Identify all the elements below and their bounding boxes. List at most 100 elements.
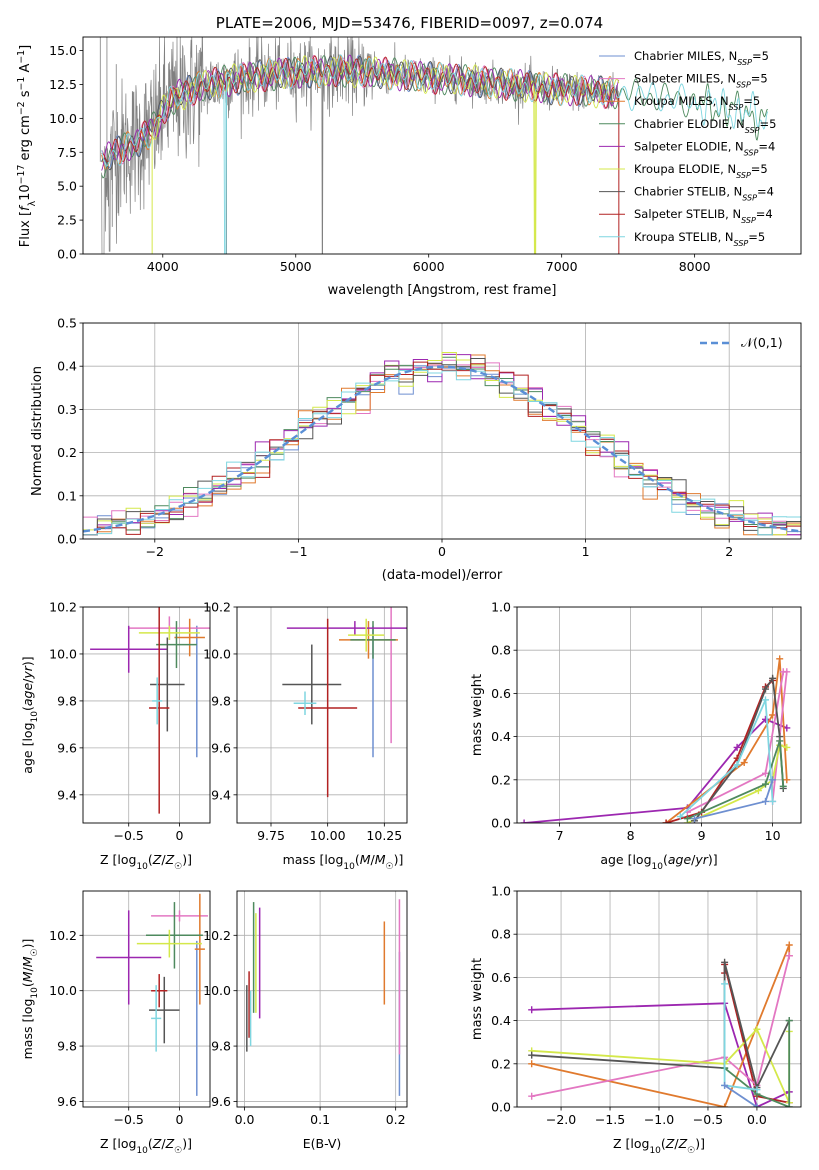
y-tick-label: 10.0 [49,111,77,126]
y-tick-label: 0.0 [57,532,77,547]
y-axis-label: mass [log10(M/M☉)] [20,939,40,1060]
weight-marker [753,1025,761,1033]
weight-series-9 [721,1081,761,1107]
spectrum-model-6 [151,55,620,254]
weight-line [531,955,791,1098]
y-tick-label: 0.0 [491,1100,511,1115]
errorbar-point-2 [151,910,208,922]
axes-frame [516,890,802,1108]
weight-marker [785,1103,793,1107]
y-tick-label: 0.1 [57,488,77,503]
errorbar-point-9 [293,691,317,715]
x-tick-label: 10.25 [366,828,402,843]
spectrum-model-9 [101,54,769,254]
figure-title: PLATE=2006, MJD=53476, FIBERID=0097, z=0… [216,14,603,32]
x-tick-label: 10.00 [310,828,346,843]
y-tick-label: 10.0 [203,983,231,998]
errorbar-point-9 [152,677,163,725]
weight-marker [762,797,769,805]
y-tick-label: 0.4 [491,1013,511,1028]
panel-weight-vs-Z: −2.0 −1.5 −1.0 −0.5 0.0 0.0 0.2 0.4 0.6 0.8 1.0 mas… [470,884,802,1156]
x-tick-label: 9.75 [257,828,285,843]
axes-frame [82,890,211,1108]
weight-marker [769,797,777,805]
x-axis-label: age [log10(age/yr)] [600,852,717,872]
weight-marker [662,819,670,823]
errorbar-point-9 [151,985,162,1052]
weight-marker [528,1060,536,1068]
weight-marker [754,787,762,795]
axes-frame [82,606,211,824]
weight-marker [520,819,528,823]
x-tick-label: −0.5 [114,828,144,843]
y-tick-label: 9.6 [211,740,231,755]
y-tick-label: 5.0 [57,179,77,194]
legend-label-1: Chabrier MILES, NSSP=5 [634,49,769,67]
y-tick-label: 0.5 [57,316,77,331]
y-tick-label: 9.8 [211,693,231,708]
y-tick-label: 10.2 [49,600,77,615]
spectrum-model-7 [101,55,620,171]
x-tick-label: −0.5 [693,1112,723,1127]
errorbar-point-7 [149,976,180,1044]
legend-label-5: Salpeter ELODIE, NSSP=4 [634,139,775,157]
y-tick-label: 10.0 [203,646,231,661]
y-axis-label: age [log10(age/yr)] [20,656,40,773]
weight-marker [753,1103,761,1107]
errorbar-point-4 [350,621,396,659]
weight-marker [769,674,777,682]
x-tick-label: −0.5 [114,1112,144,1127]
weight-marker [721,958,729,966]
y-tick-label: 0.0 [491,816,511,831]
x-tick-label: 0.1 [310,1112,330,1127]
errorbar-point-8 [298,618,358,798]
weight-marker [683,815,691,823]
weight-marker [783,743,791,751]
weight-line [724,1020,791,1107]
errorbar-point-5 [90,625,168,673]
weight-marker [753,1086,761,1094]
weight-marker [776,737,784,745]
y-tick-label: 1.0 [491,884,511,899]
panel-residuals: −2 −1 0 1 2 0.0 0.1 0.2 0.3 0.4 0.5 𝒩(0,1) (data-mod… [30,316,802,583]
x-tick-label: 0.0 [747,1112,767,1127]
y-tick-label: 9.8 [211,1039,231,1054]
x-tick-label: 8000 [679,259,711,274]
legend-label-2: Salpeter MILES, NSSP=5 [634,72,768,90]
panel-weight-vs-age: 7 8 9 10 0.0 0.2 0.4 0.6 0.8 1.0 mass weight age [l… [470,600,802,872]
errorbar-point-8 [149,607,170,814]
histogram-step-8 [83,361,801,536]
axes-frame [516,606,802,824]
x-tick-label: −2 [146,544,164,559]
y-tick-label: 0.3 [57,402,77,417]
legend-label-4: Chabrier ELODIE, NSSP=5 [634,117,776,135]
legend-label-3: Kroupa MILES, NSSP=5 [634,94,760,112]
x-tick-label: 0 [438,544,446,559]
y-tick-label: 15.0 [49,43,77,58]
plot-area-mass-vs-Z [83,891,210,1107]
panel-age-vs-Z: −0.5 0 9.4 9.6 9.8 10.0 10.2 Z [log10(Z/Z☉)] age… [20,600,211,872]
weight-series-9 [691,776,777,823]
y-tick-label: 7.5 [57,145,77,160]
weight-marker [785,952,793,960]
x-axis-label: mass [log10(M/M☉)] [283,852,404,872]
x-tick-label: 1 [582,544,590,559]
gaussian-curve [83,365,801,533]
errorbar-point-4 [145,902,203,969]
weight-series-8 [676,696,777,821]
weight-marker [785,1017,793,1025]
weight-marker [762,696,769,704]
legend-label-7: Chabrier STELIB, NSSP=4 [634,185,774,203]
legend-label-6: Kroupa ELODIE, NSSP=5 [634,162,768,180]
panel-spectrum: 4000 5000 6000 7000 8000 0.0 2.5 5.0 7.5 10.0 12.5… [16,36,802,298]
weight-marker [676,813,684,821]
x-axis-label: E(B-V) [303,1136,342,1151]
weight-marker [785,941,793,949]
errorbar-point-3 [174,618,205,657]
y-tick-label: 12.5 [49,77,77,92]
errorbar-point-6 [348,618,385,652]
y-tick-label: 0.8 [491,927,511,942]
y-tick-label: 0.6 [491,686,511,701]
y-tick-label: 9.8 [57,1039,77,1054]
weight-marker [779,782,787,790]
